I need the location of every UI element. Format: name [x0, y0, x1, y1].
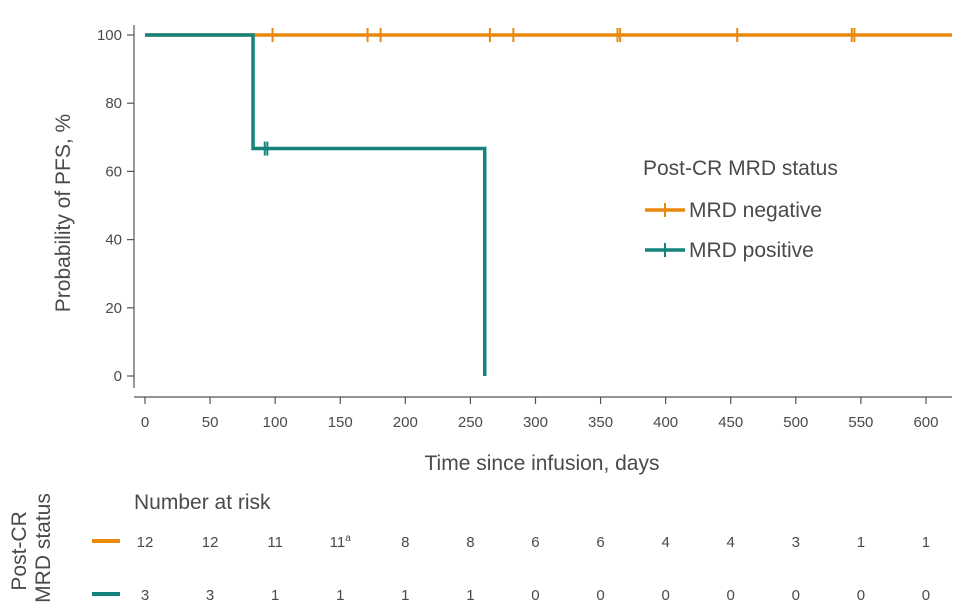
risk-value: 0 [596, 587, 604, 604]
legend-title: Post-CR MRD status [643, 157, 838, 180]
risk-value: 4 [727, 534, 735, 551]
risk-value: 0 [857, 587, 865, 604]
risk-value: 6 [596, 534, 604, 551]
x-tick-label: 500 [783, 414, 808, 431]
risk-value: 0 [727, 587, 735, 604]
y-axis-label: Probability of PFS, % [52, 114, 75, 312]
legend-label-mrd-positive: MRD positive [689, 239, 814, 262]
risk-value: 8 [401, 534, 409, 551]
risk-value: 0 [661, 587, 669, 604]
series-line-mrd-positive [145, 33, 487, 376]
risk-value: 3 [792, 534, 800, 551]
risk-value: 0 [531, 587, 539, 604]
y-axis: 0 20 40 60 80 100 [97, 25, 135, 388]
risk-table-title: Number at risk [134, 491, 271, 514]
risk-value: 3 [141, 587, 149, 604]
risk-value: 11 [267, 534, 283, 551]
legend: Post-CR MRD status MRD negative MRD posit… [643, 157, 838, 262]
risk-value: 6 [531, 534, 539, 551]
x-tick-label: 600 [913, 414, 938, 431]
legend-entries: MRD negative MRD positive [645, 199, 822, 262]
risk-value: 11a [330, 533, 352, 551]
risk-footnote: a [345, 533, 351, 544]
x-tick-label: 200 [393, 414, 418, 431]
risk-value: 12 [137, 534, 154, 551]
risk-value: 1 [401, 587, 409, 604]
x-tick-label: 350 [588, 414, 613, 431]
x-tick-label: 550 [848, 414, 873, 431]
y-tick-label: 60 [105, 163, 122, 180]
x-axis-label: Time since infusion, days [425, 452, 660, 475]
risk-value: 1 [857, 534, 865, 551]
legend-label-mrd-negative: MRD negative [689, 199, 822, 222]
risk-row-label: Post-CR MRD status [8, 493, 55, 603]
x-tick-label: 450 [718, 414, 743, 431]
risk-value: 3 [206, 587, 214, 604]
risk-value: 1 [271, 587, 279, 604]
x-tick-label: 50 [202, 414, 219, 431]
y-tick-label: 20 [105, 300, 122, 317]
risk-value: 8 [466, 534, 474, 551]
y-tick-label: 80 [105, 95, 122, 112]
risk-value: 1 [466, 587, 474, 604]
x-tick-label: 400 [653, 414, 678, 431]
y-tick-label: 0 [114, 368, 122, 385]
x-tick-label: 100 [263, 414, 288, 431]
risk-rows: 12 12 11 11a 8 8 6 6 4 4 3 1 13 3 1 1 1 1 0 0 0 0 0 0 0 [92, 533, 930, 604]
y-tick-label: 100 [97, 27, 122, 44]
series-layer [145, 28, 952, 376]
x-tick-label: 300 [523, 414, 548, 431]
risk-value: 4 [661, 534, 669, 551]
x-axis: 0 50 100 150 200 250 300 350 400 450 500 550 600 [134, 396, 952, 431]
y-tick-label: 40 [105, 232, 122, 249]
risk-value: 0 [792, 587, 800, 604]
risk-value: 1 [922, 534, 930, 551]
risk-value: 12 [202, 534, 219, 551]
number-at-risk-table: Post-CR MRD status Number at risk 12 12 11… [8, 491, 930, 604]
x-tick-label: 0 [141, 414, 149, 431]
x-tick-label: 150 [328, 414, 353, 431]
risk-value: 0 [922, 587, 930, 604]
x-tick-label: 250 [458, 414, 483, 431]
risk-value: 1 [336, 587, 344, 604]
